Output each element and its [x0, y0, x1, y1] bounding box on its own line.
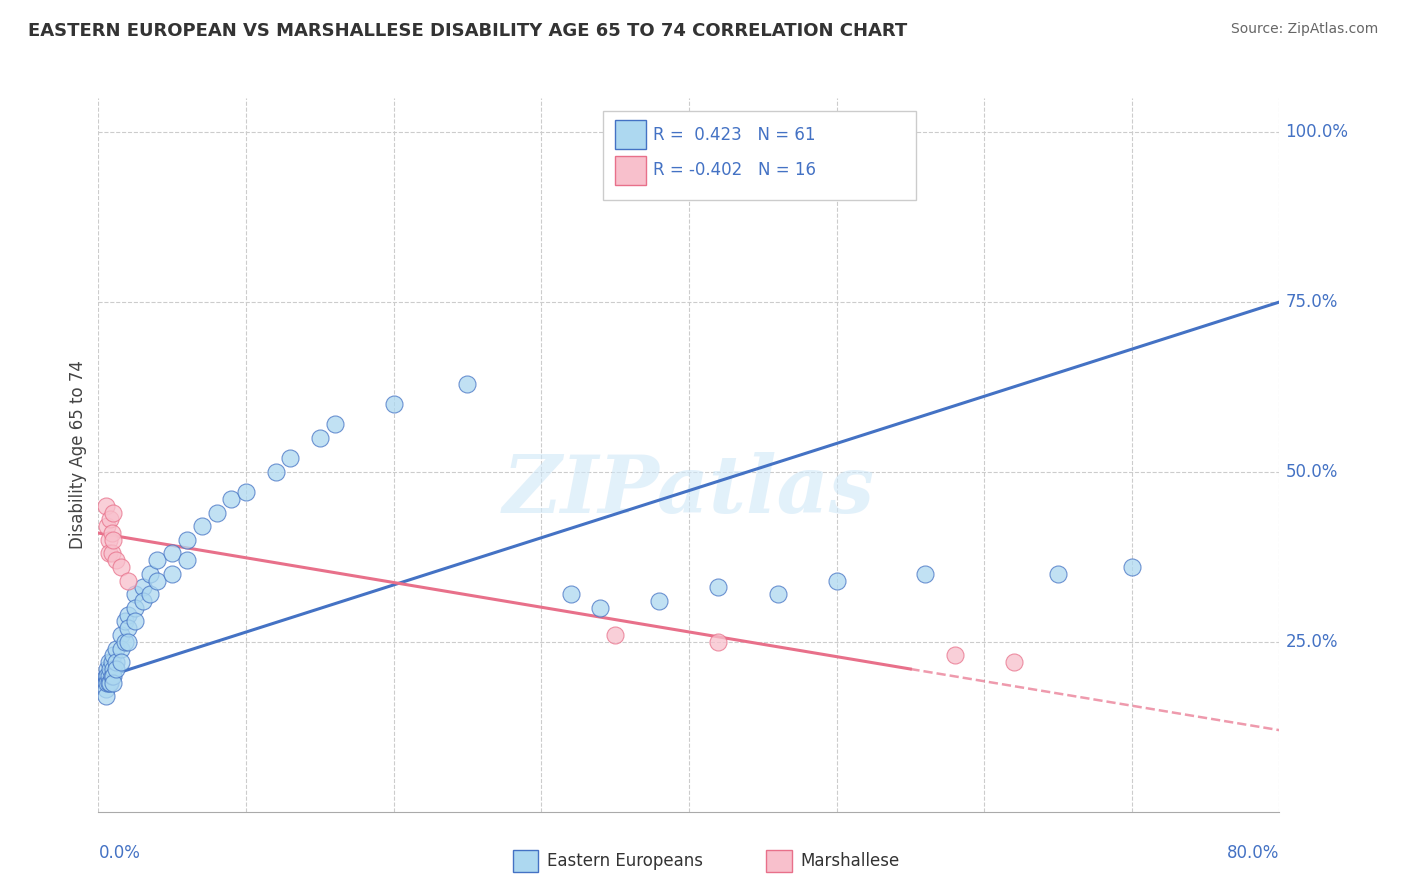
Text: 100.0%: 100.0%	[1285, 123, 1348, 141]
Point	[105, 641, 128, 656]
Text: 25.0%: 25.0%	[1285, 632, 1339, 651]
Point	[96, 662, 118, 676]
Point	[139, 587, 162, 601]
Point	[96, 669, 118, 683]
Point	[124, 615, 146, 629]
Text: Marshallese: Marshallese	[800, 852, 900, 870]
Text: R = -0.402   N = 16: R = -0.402 N = 16	[652, 161, 815, 179]
Point	[205, 506, 228, 520]
Point	[94, 689, 117, 703]
Point	[100, 655, 122, 669]
Text: 80.0%: 80.0%	[1227, 844, 1279, 862]
Point	[110, 560, 132, 574]
Point	[943, 648, 966, 663]
Text: 50.0%: 50.0%	[1285, 463, 1337, 481]
Point	[117, 607, 139, 622]
Y-axis label: Disability Age 65 to 74: Disability Age 65 to 74	[69, 360, 87, 549]
Point	[98, 512, 121, 526]
Point	[139, 566, 162, 581]
Point	[97, 675, 120, 690]
Text: ZIPatlas: ZIPatlas	[503, 452, 875, 529]
Point	[103, 506, 125, 520]
Point	[456, 376, 478, 391]
Point	[110, 655, 132, 669]
Point	[105, 655, 128, 669]
Point	[97, 669, 120, 683]
Point	[110, 641, 132, 656]
Text: 0.0%: 0.0%	[98, 844, 141, 862]
Point	[132, 594, 155, 608]
Point	[124, 600, 146, 615]
Point	[162, 566, 183, 581]
Point	[219, 492, 242, 507]
Point	[146, 553, 169, 567]
Point	[103, 675, 125, 690]
Point	[1046, 566, 1069, 581]
Point	[176, 533, 198, 547]
Point	[825, 574, 848, 588]
Text: EASTERN EUROPEAN VS MARSHALLESE DISABILITY AGE 65 TO 74 CORRELATION CHART: EASTERN EUROPEAN VS MARSHALLESE DISABILI…	[28, 22, 907, 40]
Point	[96, 519, 118, 533]
Point	[98, 675, 121, 690]
Point	[914, 566, 936, 581]
Point	[235, 485, 257, 500]
Point	[105, 662, 128, 676]
Point	[100, 669, 122, 683]
Text: 75.0%: 75.0%	[1285, 293, 1337, 311]
Point	[707, 635, 730, 649]
Point	[191, 519, 214, 533]
Point	[309, 431, 332, 445]
Point	[162, 546, 183, 560]
Point	[117, 574, 139, 588]
Point	[264, 465, 287, 479]
Point	[97, 533, 120, 547]
Point	[103, 533, 125, 547]
Point	[98, 662, 121, 676]
Point	[766, 587, 789, 601]
Point	[114, 635, 136, 649]
Point	[146, 574, 169, 588]
Point	[94, 682, 117, 697]
Point	[94, 499, 117, 513]
Point	[132, 581, 155, 595]
Point	[589, 600, 612, 615]
Point	[560, 587, 582, 601]
Point	[97, 546, 120, 560]
Point	[1121, 560, 1143, 574]
Point	[110, 628, 132, 642]
Point	[96, 675, 118, 690]
Point	[94, 675, 117, 690]
Point	[117, 621, 139, 635]
Point	[117, 635, 139, 649]
Text: R =  0.423   N = 61: R = 0.423 N = 61	[652, 126, 815, 144]
Point	[97, 655, 120, 669]
Point	[105, 553, 128, 567]
Point	[648, 594, 671, 608]
Point	[605, 628, 627, 642]
Point	[707, 581, 730, 595]
Text: Eastern Europeans: Eastern Europeans	[547, 852, 703, 870]
Text: Source: ZipAtlas.com: Source: ZipAtlas.com	[1230, 22, 1378, 37]
Point	[103, 662, 125, 676]
Point	[176, 553, 198, 567]
Point	[94, 669, 117, 683]
Point	[103, 669, 125, 683]
Point	[100, 526, 122, 541]
Point	[323, 417, 346, 432]
Point	[278, 451, 302, 466]
Point	[124, 587, 146, 601]
Point	[1002, 655, 1025, 669]
Point	[100, 546, 122, 560]
Point	[382, 397, 405, 411]
Point	[114, 615, 136, 629]
Point	[103, 648, 125, 663]
